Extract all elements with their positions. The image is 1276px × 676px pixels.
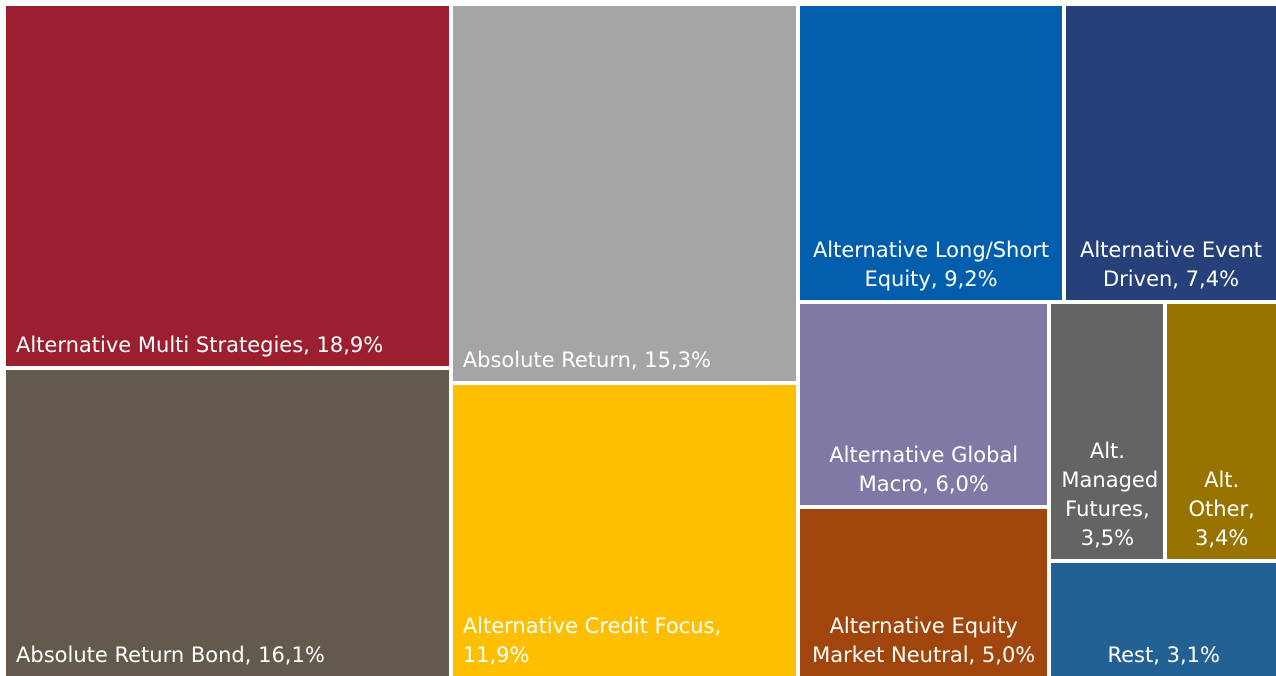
tile-label: Alternative Credit Focus, 11,9%: [463, 612, 786, 670]
value-label: 5,0%: [981, 642, 1036, 667]
category-label: Alternative Credit Focus,: [462, 614, 722, 638]
tile-label: Alternative Global Macro, 6,0%: [810, 441, 1037, 499]
category-label: Absolute Return,: [462, 348, 638, 373]
category-label: Alternative Global Macro,: [829, 442, 1019, 496]
tile: Absolute Return Bond, 16,1%: [6, 369, 449, 676]
tile-label: Alternative Event Driven, 7,4%: [1076, 236, 1266, 294]
value-label: 3,4%: [1194, 526, 1249, 551]
tile: Alternative Equity Market Neutral, 5,0%: [800, 508, 1048, 676]
tile: Alternative Event Driven, 7,4%: [1066, 6, 1276, 300]
value-label: 7,4%: [1185, 266, 1240, 291]
value-label: 11,9%: [462, 643, 530, 667]
tile: Absolute Return, 15,3%: [452, 6, 796, 382]
category-label: Alternative Long/Short Equity,: [812, 237, 1050, 291]
tile: Alternative Global Macro, 6,0%: [800, 303, 1048, 505]
category-label: Alt. Managed Futures,: [1061, 439, 1159, 522]
tile: Alternative Multi Strategies, 18,9%: [6, 6, 449, 366]
tile-label: Alternative Equity Market Neutral, 5,0%: [810, 612, 1037, 670]
category-label: Alternative Equity Market Neutral,: [812, 613, 1018, 667]
tile: Alternative Credit Focus, 11,9%: [452, 385, 796, 676]
tile-label: Alternative Multi Strategies, 18,9%: [16, 331, 439, 360]
tile: Alt. Managed Futures, 3,5%: [1051, 303, 1164, 560]
value-label: 3,5%: [1080, 526, 1135, 551]
tile: Alt. Other, 3,4%: [1167, 303, 1276, 560]
tile-label: Alt. Managed Futures, 3,5%: [1061, 437, 1158, 553]
tile-label: Absolute Return, 15,3%: [463, 346, 786, 375]
category-label: Alt. Other,: [1188, 468, 1255, 522]
category-label: Absolute Return Bond,: [16, 642, 252, 667]
value-label: 6,0%: [935, 471, 989, 496]
tile: Rest, 3,1%: [1051, 563, 1276, 676]
tile-label: Rest, 3,1%: [1061, 641, 1266, 670]
value-label: 15,3%: [644, 348, 712, 373]
category-label: Alternative Multi Strategies,: [16, 332, 310, 357]
tile-label: Absolute Return Bond, 16,1%: [16, 641, 439, 670]
tile: Alternative Long/Short Equity, 9,2%: [800, 6, 1063, 300]
value-label: 3,1%: [1166, 642, 1220, 667]
tile-label: Alternative Long/Short Equity, 9,2%: [810, 236, 1052, 294]
value-label: 16,1%: [258, 642, 325, 667]
value-label: 9,2%: [944, 266, 998, 291]
value-label: 18,9%: [316, 332, 384, 357]
tile-label: Alt. Other, 3,4%: [1177, 466, 1266, 553]
category-label: Rest,: [1107, 642, 1160, 667]
category-label: Alternative Event Driven,: [1079, 237, 1263, 291]
